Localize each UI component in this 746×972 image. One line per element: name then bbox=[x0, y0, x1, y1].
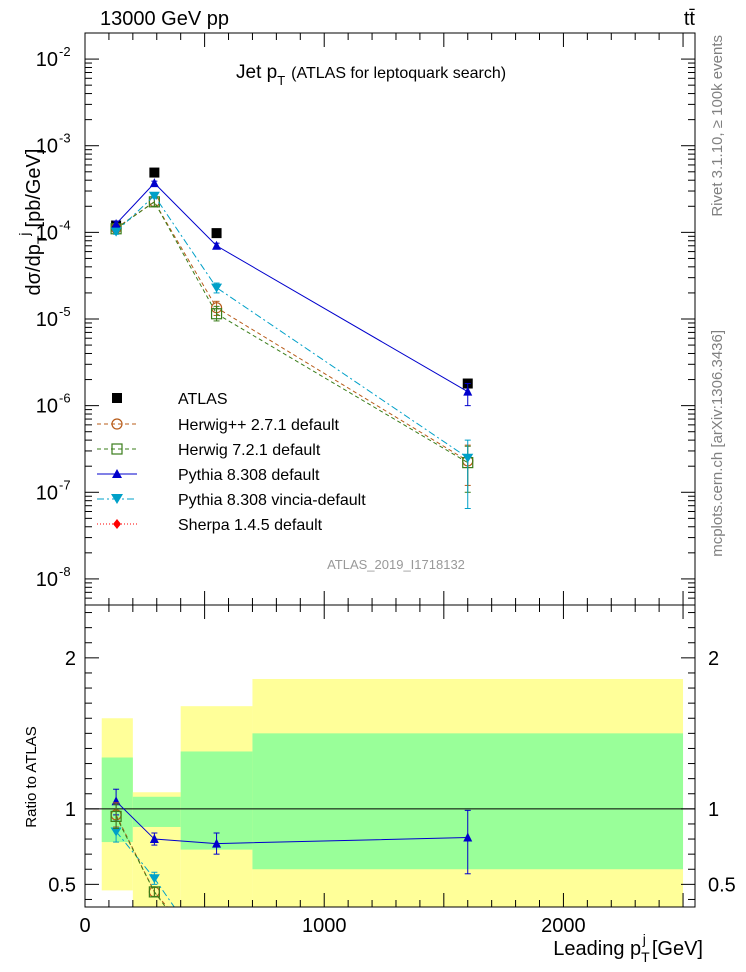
main-ytick-exponent: -3 bbox=[59, 131, 71, 146]
legend-label-herwigpp: Herwig++ 2.7.1 default bbox=[178, 417, 340, 434]
header-left: 13000 GeV pp bbox=[100, 8, 229, 30]
legend: ATLAS Herwig++ 2.7.1 default Herwig 7.2.… bbox=[97, 391, 366, 534]
ratio-band-inner bbox=[132, 796, 181, 827]
main-ytick-label: 10 bbox=[36, 49, 58, 71]
legend-item-vincia: Pythia 8.308 vincia-default bbox=[97, 492, 366, 509]
main-ytick-label: 10 bbox=[36, 482, 58, 504]
x-axis-label: Leading pTj [GeV] bbox=[553, 931, 703, 965]
legend-marker-vincia bbox=[111, 494, 123, 504]
main-point-herwig7 bbox=[210, 308, 223, 320]
main-series-line-pythia bbox=[115, 182, 468, 393]
legend-item-herwig7: Herwig 7.2.1 default bbox=[97, 442, 321, 459]
main-ytick-exponent: -4 bbox=[59, 217, 71, 232]
main-point-vincia bbox=[211, 283, 223, 293]
legend-item-sherpa: Sherpa 1.4.5 default bbox=[97, 517, 323, 534]
ratio-y-axis-label: Ratio to ATLAS bbox=[23, 726, 40, 827]
ratio-series-line-pythia bbox=[115, 800, 468, 845]
main-data-layer bbox=[110, 167, 474, 509]
main-series-line-herwig7 bbox=[115, 201, 469, 464]
main-ytick-exponent: -5 bbox=[59, 304, 71, 319]
legend-label-atlas: ATLAS bbox=[178, 391, 228, 408]
legend-item-pythia: Pythia 8.308 default bbox=[97, 467, 320, 484]
chart-title-main: Jet p bbox=[236, 62, 277, 83]
legend-label-herwig7: Herwig 7.2.1 default bbox=[178, 442, 321, 459]
legend-marker-pythia bbox=[112, 469, 122, 478]
legend-label-vincia: Pythia 8.308 vincia-default bbox=[178, 492, 366, 509]
ratio-point-pythia bbox=[149, 834, 159, 844]
xlabel-prefix: Leading p bbox=[553, 938, 641, 960]
ratio-xtick-label: 2000 bbox=[541, 915, 586, 937]
legend-marker-sherpa bbox=[113, 519, 121, 529]
ratio-clip-group bbox=[85, 678, 695, 907]
ratio-ytick-label-left: 1 bbox=[65, 799, 76, 821]
main-y-axis-label: dσ/dpTj [pb/GeV] bbox=[16, 149, 50, 296]
chart-title-paren: (ATLAS for leptoquark search) bbox=[291, 65, 506, 82]
legend-label-pythia: Pythia 8.308 default bbox=[178, 467, 320, 484]
xlabel-sub: T bbox=[641, 949, 650, 965]
main-plot-frame bbox=[84, 32, 696, 606]
main-ytick-label: 10 bbox=[36, 309, 58, 331]
ratio-axes: 0.5 0.5 1 1 2 2 0 1000 2000 bbox=[48, 605, 736, 937]
ratio-ytick-label-right: 1 bbox=[708, 799, 719, 821]
main-ytick-exponent: -8 bbox=[59, 564, 71, 579]
ratio-ytick-label-right: 0.5 bbox=[708, 874, 736, 896]
side-label-top: Rivet 3.1.10, ≥ 100k events bbox=[709, 35, 726, 217]
legend-marker-herwig7 bbox=[111, 443, 123, 455]
ratio-point-vincia bbox=[148, 874, 160, 884]
chart-title-sub: T bbox=[277, 73, 285, 88]
ratio-point-pythia bbox=[212, 838, 222, 848]
main-series-line-vincia bbox=[115, 194, 469, 459]
legend-item-herwigpp: Herwig++ 2.7.1 default bbox=[97, 417, 340, 434]
main-point-vincia bbox=[110, 227, 122, 237]
main-ytick-label: 10 bbox=[36, 136, 58, 158]
ratio-data-layer bbox=[85, 678, 695, 907]
ratio-point-herwig7 bbox=[110, 810, 122, 823]
xlabel-suffix: [GeV] bbox=[652, 938, 703, 960]
main-panel: 10-810-710-610-510-410-310-2 Jet pT (ATLA… bbox=[16, 32, 696, 606]
xlabel-sup: j bbox=[642, 931, 646, 947]
main-point-vincia bbox=[148, 191, 160, 201]
main-ylabel-prefix: dσ/dp bbox=[23, 244, 45, 295]
main-ytick-exponent: -2 bbox=[59, 44, 71, 59]
legend-item-atlas: ATLAS bbox=[112, 391, 228, 408]
main-ytick-label: 10 bbox=[36, 569, 58, 591]
main-ylabel-suffix: [pb/GeV] bbox=[23, 149, 45, 228]
main-axes: 10-810-710-610-510-410-310-2 bbox=[36, 32, 695, 606]
main-point-pythia bbox=[111, 218, 121, 228]
ratio-point-pythia bbox=[463, 832, 473, 842]
main-point-pythia bbox=[149, 178, 159, 188]
chart-title: Jet pT (ATLAS for leptoquark search) bbox=[236, 62, 506, 88]
header-right: tt̄ bbox=[684, 8, 696, 30]
legend-marker-atlas bbox=[112, 393, 122, 403]
main-ytick-label: 10 bbox=[36, 222, 58, 244]
main-ytick-label: 10 bbox=[36, 396, 58, 418]
ratio-plot-frame bbox=[84, 604, 696, 908]
analysis-watermark: ATLAS_2019_I1718132 bbox=[327, 557, 465, 572]
ratio-ytick-label-left: 2 bbox=[65, 648, 76, 670]
ratio-xtick-label: 1000 bbox=[302, 915, 347, 937]
ratio-ytick-label-right: 2 bbox=[708, 648, 719, 670]
legend-label-sherpa: Sherpa 1.4.5 default bbox=[178, 517, 323, 534]
main-ylabel-sup: j bbox=[16, 232, 32, 236]
main-point-atlas bbox=[211, 228, 222, 239]
legend-marker-herwigpp bbox=[111, 418, 123, 430]
main-point-pythia bbox=[212, 240, 222, 250]
ratio-point-herwig7 bbox=[148, 886, 160, 898]
ratio-ytick-label-left: 0.5 bbox=[48, 874, 76, 896]
ratio-point-vincia bbox=[110, 827, 122, 837]
main-ytick-exponent: -6 bbox=[59, 391, 71, 406]
side-label-bottom: mcplots.cern.ch [arXiv:1306.3436] bbox=[709, 330, 726, 557]
main-point-vincia bbox=[462, 453, 474, 463]
main-point-pythia bbox=[463, 386, 473, 396]
main-point-atlas bbox=[149, 167, 160, 178]
main-ytick-exponent: -7 bbox=[59, 477, 71, 492]
main-ylabel-sub: T bbox=[34, 235, 50, 244]
ratio-xtick-label: 0 bbox=[79, 915, 90, 937]
ratio-panel: 0.5 0.5 1 1 2 2 0 1000 2000 Ratio to ATLAS Leadi… bbox=[23, 604, 736, 965]
